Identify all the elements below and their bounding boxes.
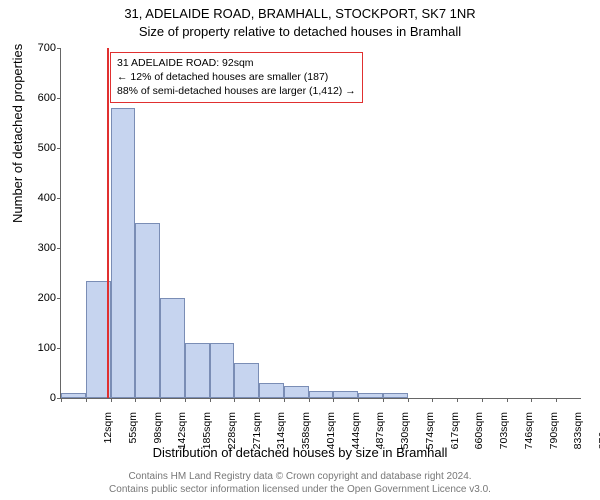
xtick-label: 660sqm xyxy=(473,412,485,462)
xtick-label: 746sqm xyxy=(523,412,535,462)
xtick-label: 271sqm xyxy=(251,412,263,462)
xtick-mark xyxy=(259,398,260,402)
ytick-mark xyxy=(57,148,61,149)
xtick-label: 833sqm xyxy=(572,412,584,462)
ytick-label: 600 xyxy=(26,92,56,104)
ytick-label: 700 xyxy=(26,42,56,54)
xtick-mark xyxy=(482,398,483,402)
xtick-label: 487sqm xyxy=(374,412,386,462)
footer-line2: Contains public sector information licen… xyxy=(0,483,600,496)
ytick-mark xyxy=(57,298,61,299)
xtick-label: 703sqm xyxy=(498,412,510,462)
xtick-label: 401sqm xyxy=(325,412,337,462)
xtick-mark xyxy=(457,398,458,402)
xtick-label: 358sqm xyxy=(300,412,312,462)
xtick-label: 790sqm xyxy=(548,412,560,462)
ytick-mark xyxy=(57,48,61,49)
xtick-label: 617sqm xyxy=(449,412,461,462)
histogram-bar xyxy=(309,391,334,399)
xtick-label: 55sqm xyxy=(127,412,139,462)
histogram-bar xyxy=(259,383,284,398)
xtick-mark xyxy=(507,398,508,402)
xtick-mark xyxy=(61,398,62,402)
chart-title-line2: Size of property relative to detached ho… xyxy=(0,24,600,39)
xtick-mark xyxy=(284,398,285,402)
xtick-mark xyxy=(408,398,409,402)
xtick-mark xyxy=(86,398,87,402)
xtick-mark xyxy=(333,398,334,402)
xtick-label: 444sqm xyxy=(350,412,362,462)
annotation-box: 31 ADELAIDE ROAD: 92sqm ← 12% of detache… xyxy=(110,52,363,103)
chart-title-line1: 31, ADELAIDE ROAD, BRAMHALL, STOCKPORT, … xyxy=(0,6,600,21)
histogram-bar xyxy=(185,343,210,398)
footer-line1: Contains HM Land Registry data © Crown c… xyxy=(0,470,600,483)
ytick-label: 500 xyxy=(26,142,56,154)
xtick-mark xyxy=(185,398,186,402)
xtick-label: 530sqm xyxy=(399,412,411,462)
histogram-bar xyxy=(160,298,185,398)
xtick-mark xyxy=(556,398,557,402)
ytick-label: 0 xyxy=(26,392,56,404)
histogram-bar xyxy=(383,393,408,398)
histogram-bar xyxy=(210,343,235,398)
histogram-bar xyxy=(234,363,259,398)
xtick-mark xyxy=(531,398,532,402)
annotation-line2: ← 12% of detached houses are smaller (18… xyxy=(117,70,356,84)
xtick-mark xyxy=(358,398,359,402)
xtick-mark xyxy=(234,398,235,402)
xtick-label: 228sqm xyxy=(226,412,238,462)
histogram-bar xyxy=(358,393,383,398)
xtick-mark xyxy=(210,398,211,402)
xtick-label: 574sqm xyxy=(424,412,436,462)
xtick-label: 142sqm xyxy=(176,412,188,462)
annotation-line3: 88% of semi-detached houses are larger (… xyxy=(117,84,356,98)
ytick-label: 200 xyxy=(26,292,56,304)
ytick-label: 400 xyxy=(26,192,56,204)
histogram-bar xyxy=(135,223,160,398)
footer-attribution: Contains HM Land Registry data © Crown c… xyxy=(0,470,600,496)
xtick-mark xyxy=(309,398,310,402)
xtick-mark xyxy=(432,398,433,402)
xtick-mark xyxy=(160,398,161,402)
ytick-mark xyxy=(57,248,61,249)
xtick-mark xyxy=(135,398,136,402)
xtick-label: 98sqm xyxy=(152,412,164,462)
ytick-label: 100 xyxy=(26,342,56,354)
xtick-label: 185sqm xyxy=(201,412,213,462)
xtick-mark xyxy=(111,398,112,402)
xtick-label: 314sqm xyxy=(275,412,287,462)
xtick-mark xyxy=(383,398,384,402)
ytick-mark xyxy=(57,348,61,349)
annotation-line1: 31 ADELAIDE ROAD: 92sqm xyxy=(117,56,356,70)
histogram-bar xyxy=(284,386,309,399)
ytick-mark xyxy=(57,98,61,99)
property-marker-line xyxy=(107,48,109,398)
ytick-mark xyxy=(57,198,61,199)
y-axis-label: Number of detached properties xyxy=(10,44,25,223)
xtick-label: 12sqm xyxy=(102,412,114,462)
histogram-bar xyxy=(333,391,358,399)
histogram-bar xyxy=(111,108,136,398)
histogram-bar xyxy=(61,393,86,398)
ytick-label: 300 xyxy=(26,242,56,254)
